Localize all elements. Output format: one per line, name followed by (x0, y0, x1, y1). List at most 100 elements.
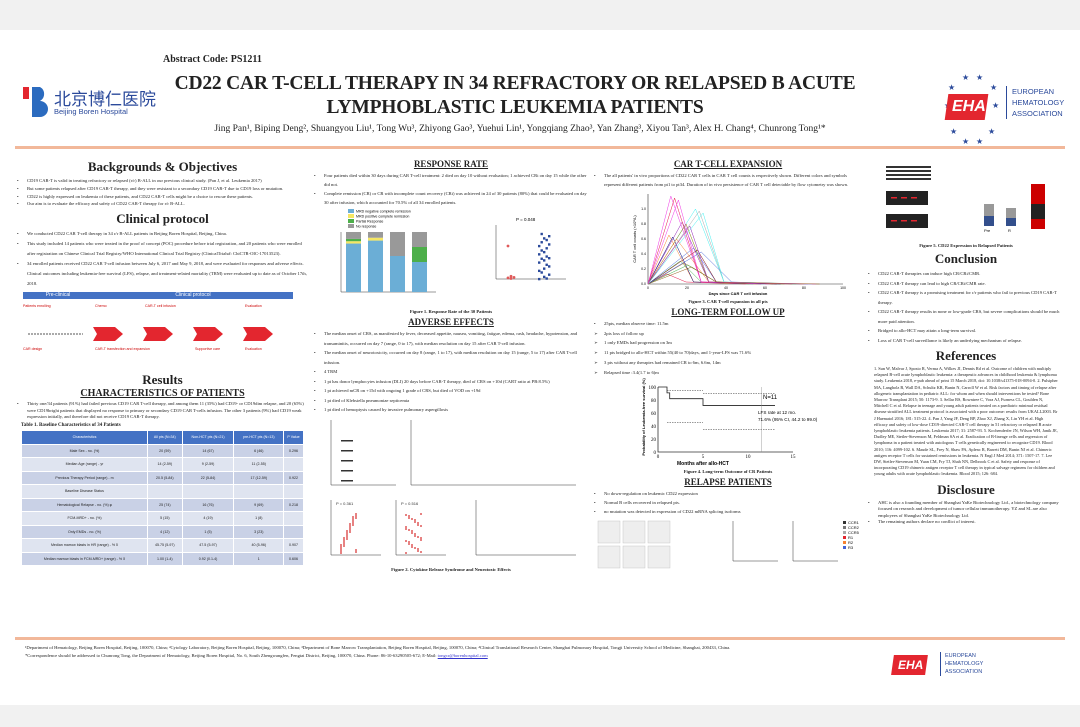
data-point (538, 253, 541, 256)
eha-stars-icon: ★★★★★★★★★★ (944, 73, 999, 146)
data-point (417, 521, 419, 524)
clinical-bar: Clinical protocol (93, 292, 293, 300)
data-point (351, 449, 353, 451)
svg-text:★: ★ (988, 127, 995, 136)
data-point (414, 546, 416, 549)
table-cell: 45.75 (5-97) (147, 539, 182, 552)
bar-segment (346, 241, 361, 244)
data-point (351, 459, 353, 461)
results-list: Thirty one/34 patients (91%) had failed … (15, 401, 310, 421)
list-item: 25pts, median observe time: 11.5m (592, 319, 864, 329)
list-item: CD22 CAR-T therapy is a promising treatm… (866, 288, 1066, 307)
svg-text:★: ★ (962, 137, 969, 146)
data-point (417, 547, 419, 550)
patient-line (647, 264, 797, 285)
adverse-list: The median onset of CRS, as manifested b… (312, 329, 590, 415)
table-cell (284, 525, 303, 539)
table-cell (284, 512, 303, 525)
data-point (343, 542, 345, 545)
bar-segment (346, 232, 361, 239)
protocol-diagram: Pre-clinical Clinical protocol Patients … (23, 292, 302, 370)
figure-5-cd22-expression: Pre R (886, 166, 1045, 233)
patient-line (647, 212, 812, 285)
table-header: pre-HCT pts (N=13) (234, 430, 284, 444)
data-point (545, 255, 548, 258)
data-point (346, 529, 348, 532)
legend-label: R2 (848, 540, 854, 545)
data-point (420, 524, 422, 527)
bar-segment (368, 237, 383, 241)
data-point (347, 479, 349, 481)
title-line: LYMPHOBLASTIC LEUKEMIA PATIENTS (326, 97, 704, 118)
authors: Jing Pan¹, Biping Deng², Shuangyou Liu¹,… (214, 124, 826, 134)
list-item: Complete remission (CR) or CR with incom… (312, 189, 590, 207)
data-point (548, 273, 551, 276)
data-point (352, 521, 354, 524)
patient-line (647, 234, 758, 285)
data-point (343, 540, 345, 543)
table-cell: 14 (2-59) (147, 458, 182, 471)
legend-swatch (348, 219, 354, 223)
table-cell: 1 (234, 552, 284, 566)
table-cell: FCM-MRD+ - no. (%) (22, 512, 147, 525)
list-item: 1 pt has donor lymphocytes infusion (DLI… (312, 377, 590, 387)
diagram-label: CAR design (23, 347, 43, 352)
table-cell: 17 (12-59) (234, 471, 284, 485)
eha-name-line: ASSOCIATION (1012, 109, 1063, 118)
data-point (341, 439, 343, 441)
y-tick: 0.4 (641, 252, 646, 256)
x-tick: 5 (702, 455, 705, 460)
column-left: Backgrounds & Objectives CD19 CAR-T is v… (15, 156, 310, 566)
lfs-label: 71.6% (95% CI, 44.2 to 99.0) (758, 417, 818, 422)
patient-line (647, 199, 816, 285)
background-title: Backgrounds & Objectives (87, 159, 238, 174)
arrow-icon (93, 327, 123, 342)
table-cell: 0.92 (0.1-4) (182, 552, 234, 566)
data-point (420, 536, 422, 539)
list-item: 1 pt died of Klebsiella pneumoniae septi… (312, 396, 590, 406)
legend-swatch (348, 224, 354, 228)
expansion-title: CAR T-CELL EXPANSION (673, 159, 783, 169)
bar-segment (390, 232, 405, 256)
data-point (351, 479, 353, 481)
legend-swatch (843, 546, 846, 550)
data-point (405, 513, 407, 516)
email-link[interactable]: tongcr@borenhospital.com (437, 653, 488, 658)
figure-4-lfs-chart: 0 5 10 15 0 20 40 60 80 100 N=11 LFS rate at 12 m… (641, 378, 818, 467)
patient-line (647, 210, 789, 285)
legend-label: R1 (848, 535, 854, 540)
data-point (341, 449, 343, 451)
table-cell: 0.606 (284, 552, 303, 566)
data-point (543, 267, 546, 270)
x-tick: 80 (802, 286, 806, 290)
data-point (340, 549, 342, 552)
table-row: Median marrow blasts in FCM-MRD+ (range)… (22, 552, 303, 566)
table-row: Baseline Disease Status (22, 485, 303, 498)
table-cell: 9 (69) (234, 498, 284, 512)
conclusion-list: CD22 CAR-T therapies can induce high CR/… (866, 269, 1066, 345)
table-cell: Baseline Disease Status (22, 485, 147, 498)
data-point (408, 540, 410, 543)
figure-2-crs-charts: P = 0.361 P = 0.516 (330, 419, 576, 555)
figure-5-caption: Figure 5. CD22 Expression in Relapsed Pa… (919, 243, 1013, 248)
table-header: Non-HCT pts (N=21) (182, 430, 234, 444)
data-point (417, 535, 419, 538)
data-point (352, 523, 354, 526)
data-point (509, 277, 513, 280)
followup-list: 25pts, median observe time: 11.5m 2pts l… (592, 319, 864, 377)
data-point (411, 517, 413, 520)
data-point (411, 543, 413, 546)
table-cell: 1.00 (1-4) (147, 552, 182, 566)
data-point (506, 244, 510, 248)
eha-name-line: EUROPEAN (945, 653, 976, 659)
characteristics-table: Characteristics All pts (N=34) Non-HCT pts… (21, 430, 304, 567)
data-point (538, 277, 541, 281)
y-tick: 0.6 (641, 237, 646, 241)
data-point (405, 539, 407, 542)
column-middle: RESPONSE RATE Four patients died within … (312, 156, 590, 574)
table-cell: 40 (5-96) (234, 539, 284, 552)
table-cell: 20 (59) (147, 444, 182, 458)
legend-swatch (348, 214, 354, 218)
arrow-icon (143, 327, 173, 342)
data-point (414, 534, 416, 537)
